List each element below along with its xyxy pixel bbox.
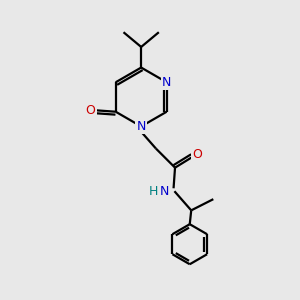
- Text: O: O: [86, 104, 96, 117]
- Text: N: N: [160, 185, 169, 198]
- Text: O: O: [192, 148, 202, 161]
- Text: N: N: [136, 120, 146, 133]
- Text: N: N: [162, 76, 171, 89]
- Text: H: H: [148, 185, 158, 198]
